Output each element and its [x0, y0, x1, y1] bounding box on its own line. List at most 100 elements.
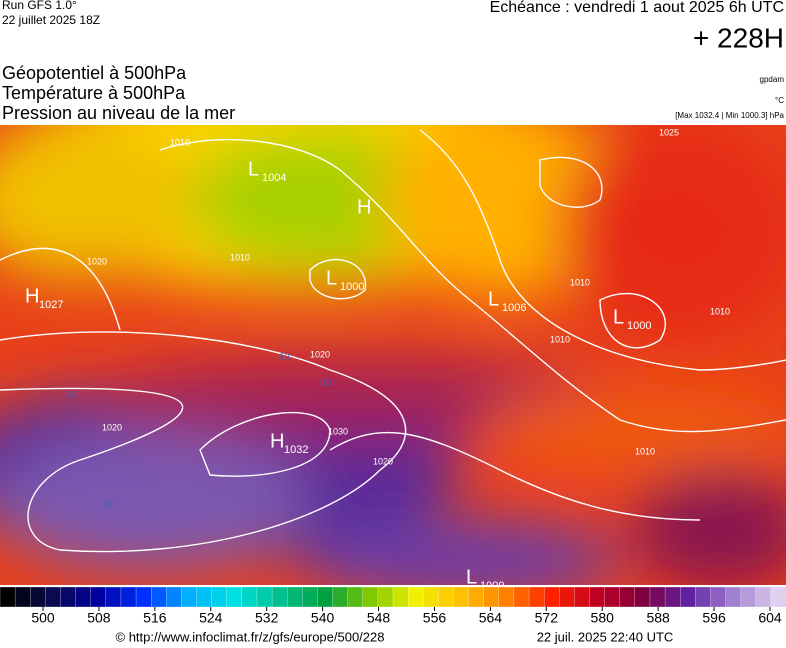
temp-label: -10 — [318, 377, 331, 387]
colorbar-cell — [302, 586, 319, 608]
center-letter: L — [248, 158, 259, 180]
colorbar-cell — [664, 586, 681, 608]
center-letter: H — [357, 196, 371, 218]
unit-geo: gpdam — [760, 75, 785, 84]
unit-temp: °C — [775, 96, 784, 105]
colorbar-cell — [559, 586, 576, 608]
center-letter: L — [466, 566, 477, 588]
center-letter: L — [613, 306, 624, 328]
colorbar-cell — [317, 586, 334, 608]
colorbar-label: 572 — [535, 610, 559, 626]
colorbar-cell — [105, 586, 122, 608]
colorbar-cell — [407, 586, 424, 608]
map-field — [0, 125, 786, 585]
colorbar-cell — [453, 586, 470, 608]
colorbar-cell — [619, 586, 636, 608]
footer-url: © http://www.infoclimat.fr/z/gfs/europe/… — [116, 629, 385, 644]
colorbar-cell — [30, 586, 46, 608]
colorbar-cell — [513, 586, 530, 608]
colorbar-cell — [695, 586, 712, 608]
isobar-label: 1020 — [102, 422, 122, 432]
colorbar-cell — [347, 586, 364, 608]
colorbar-cell — [574, 586, 591, 608]
colorbar: 500 508 516 524 532 540 548 556 564 572 580 588 596 6… — [0, 586, 786, 626]
colorbar-label: 596 — [702, 610, 726, 626]
colorbar-cell — [604, 586, 621, 608]
center-value: 1006 — [502, 302, 526, 314]
colorbar-label: 580 — [591, 610, 615, 626]
colorbar-cell — [528, 586, 545, 608]
colorbar-cell — [151, 586, 167, 608]
colorbar-cell — [770, 586, 786, 608]
colorbar-label: 532 — [255, 610, 279, 626]
colorbar-label: 588 — [646, 610, 670, 626]
colorbar-cell — [544, 586, 560, 608]
colorbar-cell — [649, 586, 666, 608]
isobar-label: 1020 — [310, 349, 330, 359]
center-letter: L — [326, 267, 337, 289]
colorbar-cell — [634, 586, 651, 608]
colorbar-cell — [740, 586, 757, 608]
center-value: 1000 — [627, 320, 651, 332]
colorbar-label: 540 — [311, 610, 335, 626]
colorbar-cell — [498, 586, 515, 608]
colorbar-label: 548 — [367, 610, 391, 626]
temp-label: -10 — [276, 351, 289, 361]
colorbar-cell — [60, 586, 77, 608]
temp-label: -10 — [63, 389, 76, 399]
center-letter: H — [270, 430, 284, 452]
pressure-range: [Max 1032.4 | Min 1000.3] hPa — [675, 111, 784, 120]
isobar-label: 1030 — [328, 426, 348, 436]
colorbar-cell — [468, 586, 485, 608]
colorbar-label: 564 — [479, 610, 503, 626]
colorbar-label: 500 — [31, 610, 55, 626]
isobar-label: 1020 — [87, 256, 107, 266]
center-letter: H — [25, 285, 39, 307]
colorbar-cell — [90, 586, 107, 608]
colorbar-cell — [710, 586, 727, 608]
colorbar-cell — [120, 586, 137, 608]
colorbar-cell — [226, 586, 243, 608]
colorbar-cell — [725, 586, 742, 608]
colorbar-cell — [271, 586, 288, 608]
colorbar-cell — [438, 586, 455, 608]
center-value: 1032 — [284, 444, 308, 456]
colorbar-label: 516 — [143, 610, 167, 626]
colorbar-cell — [75, 586, 92, 608]
isobar-label: 1020 — [373, 456, 393, 466]
colorbar-cell — [181, 586, 198, 608]
valid-time: Echéance : vendredi 1 aout 2025 6h UTC — [490, 0, 784, 16]
isobar-label: 1010 — [710, 306, 730, 316]
colorbar-cell — [241, 586, 258, 608]
center-value: 1004 — [262, 172, 286, 184]
title-geopotential: Géopotentiel à 500hPa — [2, 63, 187, 83]
colorbar-cell — [483, 586, 500, 608]
colorbar-cell — [166, 586, 183, 608]
center-letter: L — [488, 288, 499, 310]
run: Run GFS 1.0° — [2, 0, 77, 12]
colorbar-cell — [362, 586, 379, 608]
colorbar-label: 524 — [199, 610, 223, 626]
isobar-label: 1010 — [230, 252, 250, 262]
colorbar-cell — [14, 586, 31, 608]
temp-label: -10 — [101, 498, 114, 508]
lead-time: + 228H — [693, 22, 784, 53]
colorbar-label: 508 — [87, 610, 111, 626]
colorbar-cell — [589, 586, 606, 608]
colorbar-cell — [211, 586, 228, 608]
colorbar-cell — [256, 586, 273, 608]
colorbar-cell — [287, 586, 303, 608]
colorbar-cell — [377, 586, 394, 608]
isobar-label: 1025 — [659, 127, 679, 137]
colorbar-cell — [423, 586, 439, 608]
colorbar-cell — [680, 586, 696, 608]
colorbar-label: 556 — [423, 610, 447, 626]
colorbar-cell — [45, 586, 62, 608]
colorbar-cell — [755, 586, 772, 608]
isobar-label: 1010 — [635, 446, 655, 456]
title-pressure: Pression au niveau de la mer — [2, 103, 235, 123]
center-value: 1000 — [340, 281, 364, 293]
footer-timestamp: 22 juil. 2025 22:40 UTC — [537, 629, 674, 644]
